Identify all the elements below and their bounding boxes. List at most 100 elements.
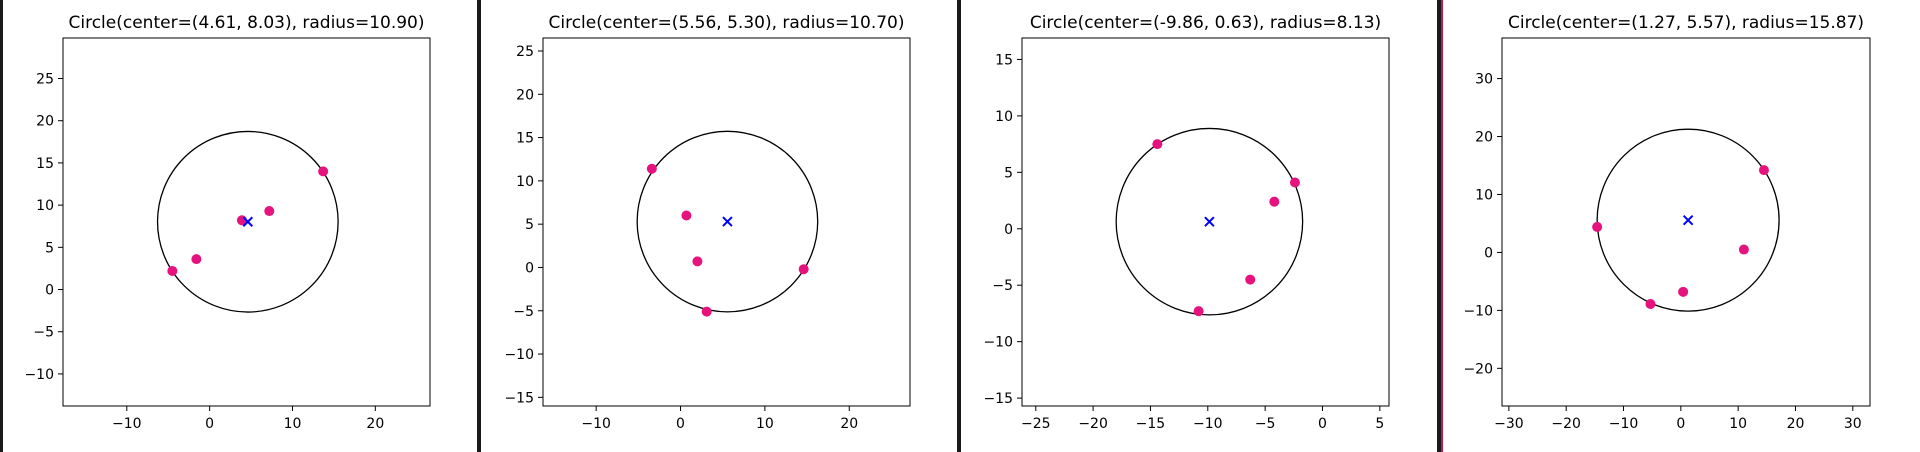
y-tick-label: −15	[983, 391, 1013, 407]
y-tick-label: 15	[995, 52, 1013, 68]
y-tick-label: −5	[992, 278, 1013, 294]
fitted-circle	[636, 130, 819, 313]
x-tick-label: 10	[284, 416, 302, 432]
y-tick-label: −5	[33, 325, 54, 341]
x-tick-label: −10	[1609, 416, 1639, 432]
center-marker	[1204, 216, 1215, 227]
y-tick-label: −15	[504, 390, 534, 406]
y-tick-label: 15	[516, 131, 534, 147]
plot-frame	[62, 37, 431, 407]
y-tick-label: 10	[1475, 187, 1493, 203]
y-tick-label: 0	[1484, 245, 1493, 261]
y-tick-label: −20	[1463, 361, 1493, 377]
data-point	[1289, 177, 1300, 188]
center-marker-stroke	[242, 216, 254, 227]
data-point	[1245, 274, 1256, 285]
x-tick-label: −10	[112, 416, 142, 432]
x-tick-label: 0	[1676, 416, 1685, 432]
data-point	[798, 264, 809, 275]
y-tick-label: 0	[525, 260, 534, 276]
y-tick-label: −10	[1463, 303, 1493, 319]
data-point	[681, 210, 692, 221]
y-tick-label: 20	[36, 114, 54, 130]
x-tick-label: 0	[205, 416, 214, 432]
panel-separator	[957, 0, 961, 452]
y-tick-label: −10	[983, 335, 1013, 351]
chart-title: Circle(center=(4.61, 8.03), radius=10.90…	[69, 13, 425, 33]
y-tick-label: −5	[513, 304, 534, 320]
data-point	[1592, 221, 1603, 232]
y-tick-label: 5	[1004, 165, 1013, 181]
y-tick-label: 5	[45, 240, 54, 256]
fitted-circle	[1596, 128, 1780, 312]
x-tick-label: 0	[1318, 416, 1327, 432]
center-marker	[722, 216, 733, 227]
chart-panel-2: Circle(center=(5.56, 5.30), radius=10.70…	[504, 13, 911, 432]
x-tick-label: −25	[1021, 416, 1051, 432]
x-tick-label: −15	[1136, 416, 1166, 432]
center-marker-stroke	[1204, 216, 1215, 227]
chart-panel-4: Circle(center=(1.27, 5.57), radius=15.87…	[1463, 13, 1871, 432]
y-tick-label: 5	[525, 217, 534, 233]
y-tick-label: 0	[45, 283, 54, 299]
x-tick-label: −5	[1255, 416, 1276, 432]
center-marker	[242, 216, 254, 227]
data-point	[264, 206, 275, 217]
panel-separator	[1437, 0, 1441, 452]
panel-separator-left	[0, 0, 3, 452]
panel-separator	[477, 0, 481, 452]
y-tick-label: 20	[516, 87, 534, 103]
x-tick-label: −30	[1494, 416, 1524, 432]
data-point	[692, 256, 703, 267]
data-point	[1758, 165, 1769, 176]
y-tick-label: 10	[516, 174, 534, 190]
data-point	[1678, 286, 1689, 297]
chart-title: Circle(center=(5.56, 5.30), radius=10.70…	[549, 13, 905, 33]
center-marker-stroke	[1682, 214, 1694, 226]
y-tick-label: 30	[1475, 72, 1493, 88]
data-point	[1645, 299, 1656, 310]
data-point	[318, 166, 329, 177]
center-marker-stroke	[722, 216, 733, 227]
chart-title: Circle(center=(1.27, 5.57), radius=15.87…	[1508, 13, 1864, 33]
y-tick-label: 20	[1475, 130, 1493, 146]
panel-separator-accent	[1441, 0, 1443, 452]
data-point	[1152, 139, 1163, 150]
data-point	[1738, 244, 1749, 255]
x-tick-label: 30	[1844, 416, 1862, 432]
chart-panel-1: Circle(center=(4.61, 8.03), radius=10.90…	[24, 13, 431, 432]
x-tick-label: 5	[1375, 416, 1384, 432]
x-tick-label: 0	[676, 416, 685, 432]
chart-panel-3: Circle(center=(-9.86, 0.63), radius=8.13…	[983, 13, 1390, 432]
y-tick-label: 25	[516, 44, 534, 60]
data-point	[701, 306, 712, 317]
x-tick-label: 10	[1729, 416, 1747, 432]
x-tick-label: 10	[756, 416, 774, 432]
x-tick-label: −20	[1078, 416, 1108, 432]
x-tick-label: −10	[581, 416, 611, 432]
data-point	[191, 254, 202, 265]
center-marker	[1682, 214, 1694, 226]
plot-frame	[1021, 37, 1390, 407]
plot-frame	[542, 37, 911, 407]
data-point	[167, 265, 178, 276]
x-tick-label: 20	[366, 416, 384, 432]
data-point	[1193, 306, 1204, 317]
x-tick-label: −20	[1551, 416, 1581, 432]
y-tick-label: 10	[995, 109, 1013, 125]
fitted-circle	[1115, 127, 1304, 316]
data-point	[1269, 196, 1280, 207]
x-tick-label: −10	[1193, 416, 1223, 432]
y-tick-label: 25	[36, 72, 54, 88]
y-tick-label: 10	[36, 198, 54, 214]
fitted-circle	[156, 130, 339, 313]
y-tick-label: −10	[504, 347, 534, 363]
y-tick-label: −10	[24, 367, 54, 383]
y-tick-label: 15	[36, 156, 54, 172]
x-tick-label: 20	[1787, 416, 1805, 432]
chart-title: Circle(center=(-9.86, 0.63), radius=8.13…	[1030, 13, 1381, 33]
y-tick-label: 0	[1004, 222, 1013, 238]
data-point	[646, 163, 657, 174]
plot-frame	[1501, 37, 1871, 407]
